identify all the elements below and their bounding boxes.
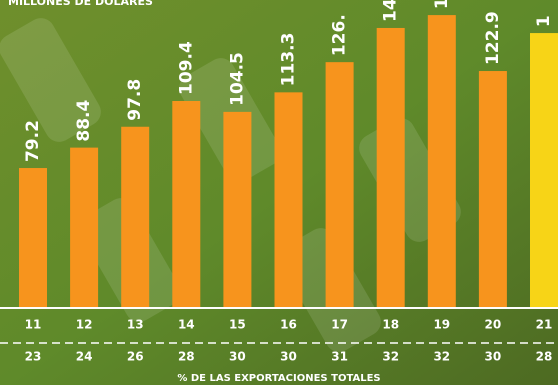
chart-title: MILLONES DE DÓLARES	[8, 0, 153, 8]
bar	[530, 33, 558, 308]
bar	[427, 15, 456, 307]
x-tick-label: 19	[433, 318, 450, 332]
x-tick-label: 12	[76, 318, 93, 332]
value-label: 1	[534, 15, 554, 27]
bar	[274, 92, 303, 307]
x-tick-label: 18	[382, 318, 399, 332]
secondary-value: 28	[178, 350, 195, 364]
secondary-value: 31	[331, 350, 348, 364]
x-tick-label: 17	[331, 318, 348, 332]
value-label: 122.9	[483, 11, 503, 65]
secondary-value: 23	[25, 350, 42, 364]
x-tick-label: 15	[229, 318, 246, 332]
x-tick-label: 21	[536, 318, 553, 332]
secondary-value: 32	[433, 350, 450, 364]
secondary-value: 30	[485, 350, 502, 364]
secondary-label: % DE LAS EXPORTACIONES TOTALES	[177, 373, 380, 384]
secondary-value: 30	[229, 350, 246, 364]
secondary-value: 26	[127, 350, 144, 364]
secondary-value: 28	[536, 350, 553, 364]
bar	[19, 168, 47, 307]
x-tick-label: 20	[485, 318, 502, 332]
value-label: 109.4	[176, 41, 196, 95]
x-tick-label: 13	[127, 318, 144, 332]
secondary-value: 30	[280, 350, 297, 364]
bar	[376, 27, 405, 307]
bar	[325, 62, 354, 307]
secondary-value: 24	[76, 350, 93, 364]
value-label: 126.	[330, 14, 350, 56]
value-label: 88.4	[74, 100, 94, 142]
value-label: 14	[381, 0, 401, 22]
value-label: 97.8	[125, 79, 145, 121]
x-tick-label: 11	[25, 318, 42, 332]
x-tick-label: 14	[178, 318, 195, 332]
bar	[172, 101, 201, 307]
bar	[478, 71, 507, 307]
bar	[70, 147, 99, 307]
secondary-value: 32	[382, 350, 399, 364]
bar	[223, 111, 252, 307]
value-label: 79.2	[23, 120, 43, 162]
x-tick-label: 16	[280, 318, 297, 332]
value-label: 113.3	[279, 33, 299, 87]
value-label: 104.5	[227, 52, 247, 106]
value-label: 1	[432, 0, 452, 9]
bar	[121, 126, 150, 307]
